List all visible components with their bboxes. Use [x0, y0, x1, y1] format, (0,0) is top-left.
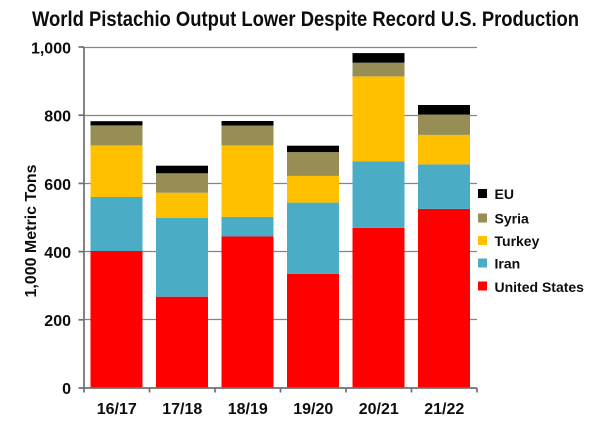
- svg-text:18/19: 18/19: [228, 401, 268, 418]
- svg-text:17/18: 17/18: [162, 401, 202, 418]
- svg-text:World Pistachio Output Lower D: World Pistachio Output Lower Despite Rec…: [32, 8, 579, 31]
- svg-text:200: 200: [44, 313, 71, 330]
- svg-text:20/21: 20/21: [359, 401, 399, 418]
- svg-text:Iran: Iran: [495, 255, 521, 271]
- svg-text:21/22: 21/22: [424, 401, 464, 418]
- svg-text:Turkey: Turkey: [495, 233, 540, 249]
- svg-text:Syria: Syria: [495, 210, 529, 226]
- svg-text:600: 600: [44, 177, 71, 194]
- svg-text:1,000 Metric Tons: 1,000 Metric Tons: [23, 164, 40, 297]
- svg-text:EU: EU: [495, 186, 514, 202]
- svg-text:19/20: 19/20: [293, 401, 333, 418]
- svg-text:400: 400: [44, 245, 71, 262]
- svg-text:0: 0: [62, 381, 71, 398]
- svg-text:United States: United States: [495, 279, 585, 295]
- svg-text:1,000: 1,000: [31, 40, 71, 57]
- svg-text:16/17: 16/17: [97, 401, 137, 418]
- svg-text:800: 800: [44, 109, 71, 126]
